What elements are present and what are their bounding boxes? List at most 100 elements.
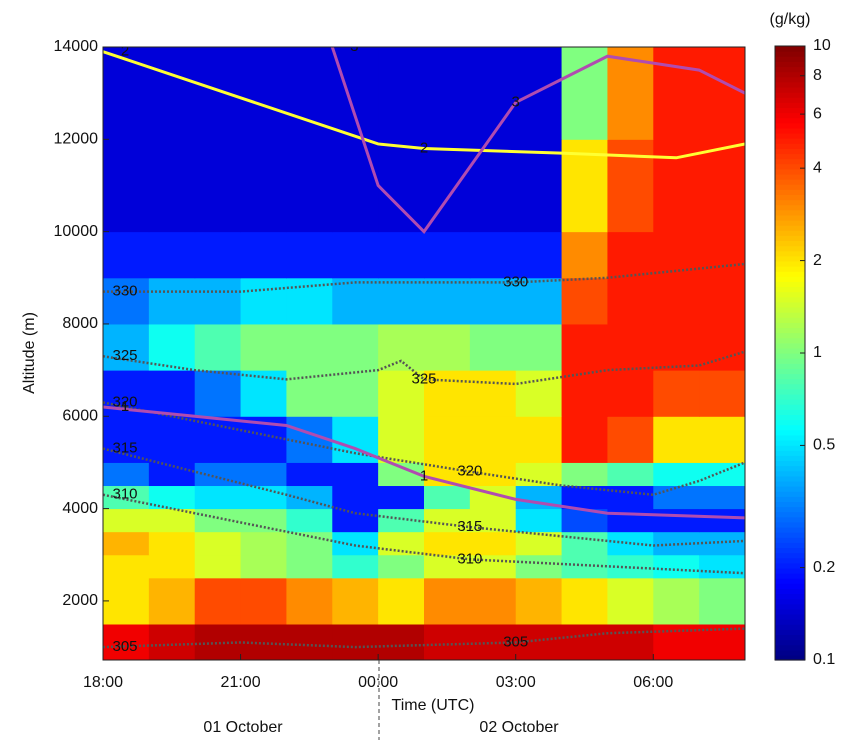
colorbar-swatch: [775, 358, 805, 364]
contour-label: 1: [420, 467, 428, 484]
heat-cell: [699, 47, 745, 140]
heat-cell: [424, 323, 471, 371]
colorbar-swatch: [775, 368, 805, 375]
colorbar-swatch: [775, 127, 805, 134]
colorbar-tick-label: 6: [813, 105, 822, 122]
colorbar-swatch: [775, 516, 805, 523]
heat-cell: [194, 139, 242, 233]
heat-cell: [332, 323, 379, 371]
colorbar-swatch: [775, 429, 805, 436]
heat-cell: [653, 47, 700, 140]
heat-cell: [653, 231, 700, 279]
colorbar-swatch: [775, 132, 805, 139]
heat-cell: [332, 277, 379, 325]
heat-cell: [286, 231, 333, 279]
colorbar-swatch: [775, 644, 805, 651]
y-axis-label: Altitude (m): [21, 312, 38, 394]
colorbar-swatch: [775, 480, 805, 487]
colorbar-swatch: [775, 102, 805, 108]
heat-cell: [469, 416, 517, 463]
y-tick-label: 8000: [62, 315, 98, 332]
heat-cell: [424, 370, 471, 417]
heat-cell: [332, 47, 379, 140]
heat-cell: [286, 462, 333, 487]
heat-cell: [148, 139, 196, 233]
heat-cell: [194, 277, 242, 325]
heat-cell: [469, 323, 517, 371]
heat-cell: [699, 370, 745, 417]
contour-line: [103, 493, 745, 575]
colorbar-swatch: [775, 409, 805, 415]
heat-cell: [240, 323, 287, 371]
colorbar-swatch: [775, 496, 805, 502]
heat-cell: [515, 370, 563, 417]
heat-cell: [103, 47, 150, 140]
heat-cell: [469, 139, 517, 233]
heat-cell: [699, 139, 745, 233]
colorbar-swatch: [775, 56, 805, 62]
colorbar-tick-label: 1: [813, 344, 822, 361]
heat-cell: [240, 139, 287, 233]
colorbar-swatch: [775, 225, 805, 231]
colorbar-swatch: [775, 373, 805, 380]
colorbar-swatch: [775, 214, 805, 221]
colorbar-tick-label: 2: [813, 252, 822, 269]
colorbar-swatch: [775, 219, 805, 226]
colorbar-swatch: [775, 117, 805, 124]
heat-cell: [194, 47, 242, 140]
colorbar-swatch: [775, 552, 805, 559]
heat-cell: [148, 577, 196, 625]
heat-cell: [286, 323, 333, 371]
heat-cell: [607, 462, 654, 487]
heat-cell: [378, 462, 425, 487]
colorbar-label: (g/kg): [770, 11, 811, 28]
heat-cell: [699, 462, 745, 487]
colorbar-swatch: [775, 399, 805, 405]
contour-line: [330, 47, 745, 234]
colorbar-swatch: [775, 61, 805, 68]
heat-cell: [286, 577, 333, 625]
heat-cell: [148, 554, 196, 579]
heat-cell: [103, 277, 150, 325]
heat-cell: [469, 231, 517, 279]
colorbar-swatch: [775, 419, 805, 426]
colorbar-swatch: [775, 603, 805, 610]
heat-cell: [332, 531, 379, 556]
colorbar-swatch: [775, 255, 805, 262]
colorbar-swatch: [775, 501, 805, 508]
heat-cell: [148, 416, 196, 463]
colorbar-swatch: [775, 557, 805, 564]
heat-cell: [194, 531, 242, 556]
colorbar-swatch: [775, 619, 805, 625]
colorbar-swatch: [775, 168, 805, 175]
colorbar-swatch: [775, 465, 805, 472]
colorbar-swatch: [775, 204, 805, 211]
heat-cell: [240, 508, 287, 533]
heat-cell: [194, 462, 242, 487]
heat-cell: [378, 370, 425, 417]
heat-cell: [194, 485, 242, 510]
colorbar-swatch: [775, 613, 805, 620]
plot-area: 330 330 325 325 320 320 315 315 310 310 305 305 2 2 1 1…: [103, 47, 745, 660]
x-tick-label: 21:00: [221, 674, 261, 691]
heat-cell: [424, 139, 471, 233]
heat-cell: [607, 623, 654, 660]
colorbar-swatch: [775, 583, 805, 589]
colorbar-swatch: [775, 179, 805, 185]
heat-cell: [469, 577, 517, 625]
contour-label: 330: [503, 273, 528, 290]
colorbar-swatch: [775, 112, 805, 119]
colorbar-swatch: [775, 107, 805, 114]
contour-label: 305: [112, 638, 137, 655]
heat-cell: [103, 554, 150, 579]
heat-cell: [103, 508, 150, 533]
heat-cell: [515, 231, 563, 279]
contour-label: 325: [112, 347, 137, 364]
colorbar-swatch: [775, 639, 805, 646]
contour-label: 2: [420, 140, 428, 157]
heat-cell: [240, 231, 287, 279]
heat-cell: [515, 139, 563, 233]
heat-cell: [607, 416, 654, 463]
heat-cell: [561, 231, 608, 279]
